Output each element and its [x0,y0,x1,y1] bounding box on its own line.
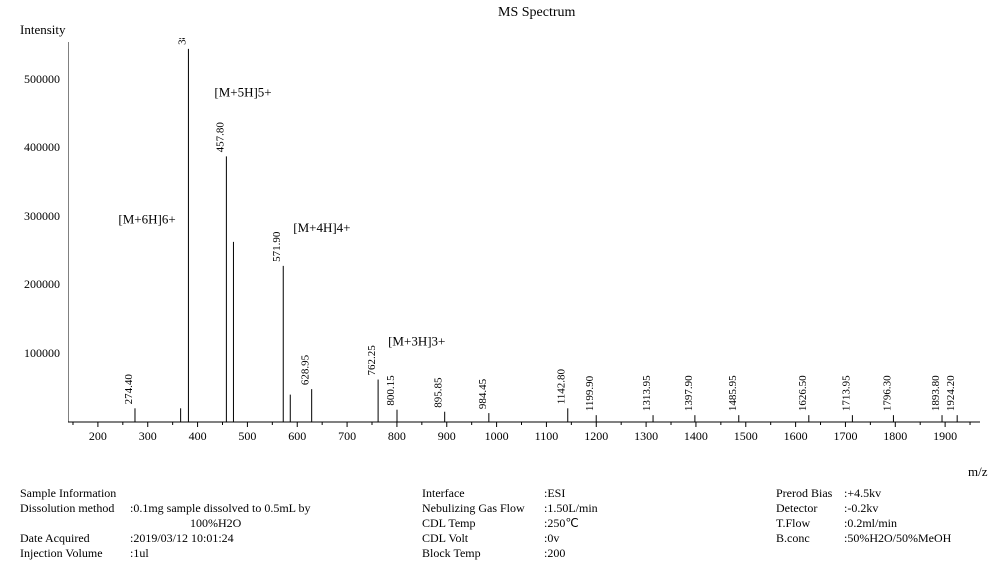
info-key: Interface [422,486,544,501]
info-key: CDL Volt [422,531,544,546]
info-row: B.conc:50%H2O/50%MeOH [776,531,951,546]
ytick-label: 400000 [24,140,60,155]
xtick-label: 1400 [684,429,708,443]
info-row: Interface:ESI [422,486,598,501]
peak-mz-label: 895.85 [433,377,445,408]
info-value: :+4.5kv [844,486,881,501]
info-column: Interface:ESINebulizing Gas Flow:1.50L/m… [422,486,598,561]
info-key: T.Flow [776,516,844,531]
info-row: T.Flow:0.2ml/min [776,516,951,531]
info-key: Prerod Bias [776,486,844,501]
info-value: :1.50L/min [544,501,598,516]
xtick-label: 1200 [584,429,608,443]
peak-mz-label: 762.25 [366,345,378,376]
info-value: :200 [544,546,565,561]
info-key: Date Acquired [20,531,130,546]
ms-spectrum-chart: 200 300 400 500 600 700 800 900 1000 1100 1200 1300… [68,38,988,450]
info-value: :-0.2kv [844,501,878,516]
peak-mz-label: 1199.90 [584,375,596,411]
info-key: Detector [776,501,844,516]
ytick-label: 100000 [24,346,60,361]
peak-mz-label: 1626.50 [797,375,809,411]
info-key: Nebulizing Gas Flow [422,501,544,516]
xtick-label: 600 [288,429,306,443]
ion-annotation: [M+4H]4+ [293,220,350,235]
peak-mz-label: 628.95 [300,354,312,385]
xtick-label: 1100 [535,429,559,443]
xtick-label: 1900 [933,429,957,443]
info-row: Nebulizing Gas Flow:1.50L/min [422,501,598,516]
peak-mz-label: 984.45 [477,378,489,409]
info-key: Sample Information [20,486,130,501]
info-row: Sample Information [20,486,311,501]
xtick-label: 800 [388,429,406,443]
ion-annotation: [M+6H]6+ [118,211,175,226]
peak-mz-label: 381.65 [176,38,188,45]
info-row: 100%H2O [20,516,311,531]
peak-mz-label: 1893.80 [930,375,942,411]
ytick-label: 500000 [24,72,60,87]
info-key: CDL Temp [422,516,544,531]
xtick-label: 200 [89,429,107,443]
info-key: Dissolution method [20,501,130,516]
xtick-label: 1500 [734,429,758,443]
xtick-label: 1600 [784,429,808,443]
info-row: CDL Volt:0v [422,531,598,546]
xtick-label: 400 [189,429,207,443]
info-row: Block Temp:200 [422,546,598,561]
info-value: :ESI [544,486,565,501]
info-key: Block Temp [422,546,544,561]
info-row: Injection Volume:1ul [20,546,311,561]
info-value: :1ul [130,546,149,561]
info-column: Prerod Bias:+4.5kvDetector:-0.2kvT.Flow:… [776,486,951,546]
info-value: :50%H2O/50%MeOH [844,531,951,546]
ion-annotation: [M+5H]5+ [214,84,271,99]
xtick-label: 1300 [634,429,658,443]
xaxis-label: m/z [968,464,988,480]
peak-mz-label: 1796.30 [881,375,893,411]
xtick-label: 1000 [485,429,509,443]
info-key: Injection Volume [20,546,130,561]
peak-mz-label: 1924.20 [945,375,957,411]
xtick-label: 1800 [883,429,907,443]
xtick-label: 700 [338,429,356,443]
info-row: Detector:-0.2kv [776,501,951,516]
info-value: 100%H2O [190,516,241,531]
peak-mz-label: 1713.95 [840,375,852,411]
ytick-label: 300000 [24,209,60,224]
peak-mz-label: 1397.90 [683,375,695,411]
info-key: B.conc [776,531,844,546]
ion-annotation: [M+3H]3+ [388,334,445,349]
chart-title: MS Spectrum [498,5,575,21]
info-value: :2019/03/12 10:01:24 [130,531,234,546]
peak-mz-label: 800.15 [385,375,397,406]
xtick-label: 300 [139,429,157,443]
info-value: :0.1mg sample dissolved to 0.5mL by [130,501,311,516]
info-row: Date Acquired:2019/03/12 10:01:24 [20,531,311,546]
info-row: Dissolution method:0.1mg sample dissolve… [20,501,311,516]
xtick-label: 1700 [833,429,857,443]
info-value: :0.2ml/min [844,516,897,531]
peak-mz-label: 274.40 [123,374,135,405]
xtick-label: 900 [438,429,456,443]
info-row: CDL Temp:250℃ [422,516,598,531]
peak-mz-label: 1313.95 [641,375,653,411]
xtick-label: 500 [238,429,256,443]
peak-mz-label: 571.90 [271,231,283,262]
yaxis-label: Intensity [20,22,66,38]
peak-mz-label: 457.80 [214,122,226,153]
ytick-label: 200000 [24,277,60,292]
info-row: Prerod Bias:+4.5kv [776,486,951,501]
peak-mz-label: 1485.95 [727,375,739,411]
info-column: Sample InformationDissolution method:0.1… [20,486,311,561]
info-value: :0v [544,531,559,546]
info-value: :250℃ [544,516,579,531]
peak-mz-label: 1142.80 [556,368,568,404]
